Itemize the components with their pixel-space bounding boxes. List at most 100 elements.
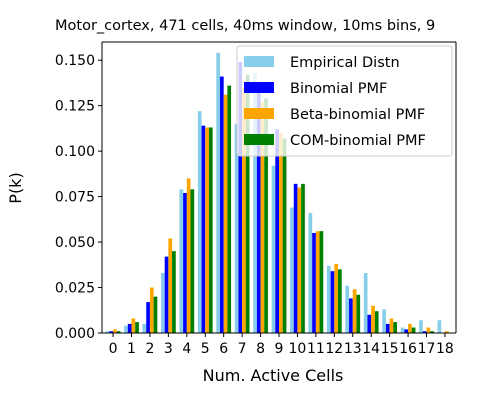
x-tick-label: 9 <box>275 341 284 357</box>
bar <box>260 102 265 334</box>
bar <box>127 323 132 333</box>
x-axis-label: Num. Active Cells <box>203 366 344 385</box>
series-binomial-pmf <box>109 62 427 333</box>
bar <box>220 76 224 333</box>
series-beta-binomial-pmf <box>113 87 449 334</box>
bar <box>308 212 313 333</box>
bar <box>253 72 257 334</box>
y-tick-label: 0.150 <box>55 53 95 69</box>
bar <box>201 125 206 333</box>
y-tick-label: 0.050 <box>55 235 95 251</box>
bar <box>186 178 191 333</box>
bar <box>164 256 169 333</box>
x-tick-label: 11 <box>307 341 325 357</box>
bar <box>382 309 386 333</box>
bar <box>334 263 338 333</box>
bar <box>113 329 117 333</box>
bar <box>385 323 390 333</box>
x-tick-label: 18 <box>436 341 454 357</box>
x-tick-label: 1 <box>127 341 136 357</box>
bar <box>197 111 202 333</box>
bar <box>256 91 261 333</box>
bar <box>400 327 405 333</box>
bar <box>297 187 302 333</box>
bar <box>315 231 320 333</box>
bar <box>149 287 154 333</box>
bar <box>227 85 232 334</box>
x-tick-label: 12 <box>325 341 343 357</box>
bar <box>271 165 276 333</box>
bar <box>319 231 324 333</box>
y-tick-label: 0.075 <box>55 190 95 206</box>
bar <box>135 322 139 333</box>
bar <box>238 62 243 333</box>
legend-label: Binomial PMF <box>290 81 387 97</box>
bar <box>205 127 209 333</box>
y-tick-label: 0.025 <box>55 281 95 297</box>
x-tick-label: 15 <box>381 341 399 357</box>
bar <box>430 331 434 333</box>
bar <box>426 327 431 333</box>
bar <box>279 132 283 333</box>
bar <box>330 271 335 333</box>
bar <box>367 314 372 333</box>
y-axis-label: P(k) <box>6 172 25 203</box>
legend-box <box>236 45 453 157</box>
bar <box>293 183 298 333</box>
y-tick-label: 0.000 <box>55 326 95 342</box>
bar <box>275 129 279 333</box>
bar <box>183 192 187 333</box>
bar <box>419 320 423 333</box>
bar <box>393 322 397 333</box>
bar <box>142 323 147 333</box>
bar <box>131 318 136 333</box>
bar <box>208 127 213 333</box>
bar <box>116 331 121 333</box>
x-tick-label: 17 <box>418 341 436 357</box>
bar <box>437 320 442 333</box>
bar <box>352 289 357 333</box>
x-tick-label: 10 <box>289 341 307 357</box>
series-empirical-distn <box>105 52 442 334</box>
bar <box>153 296 158 334</box>
x-tick-label: 4 <box>182 341 191 357</box>
legend: Empirical Distn Binomial PMF Beta-binomial… <box>236 45 453 157</box>
x-tick-label: 2 <box>145 341 154 357</box>
bar <box>301 183 305 333</box>
bar <box>172 251 176 333</box>
x-tick-label: 0 <box>109 341 118 357</box>
legend-swatch <box>244 56 274 67</box>
y-tick-label: 0.100 <box>55 144 95 160</box>
bar <box>389 318 394 333</box>
bar <box>411 327 416 333</box>
bar <box>264 98 268 333</box>
bar <box>374 311 379 333</box>
bar <box>338 269 342 333</box>
bar <box>216 52 220 333</box>
x-tick-label: 16 <box>399 341 417 357</box>
bar <box>326 265 331 333</box>
bar <box>124 325 128 333</box>
bar <box>223 94 228 334</box>
bar <box>109 331 114 333</box>
bar <box>371 305 375 333</box>
x-tick-label: 14 <box>362 341 380 357</box>
bar <box>363 272 368 333</box>
x-tick-label: 13 <box>344 341 362 357</box>
bar <box>312 232 316 333</box>
legend-label: Beta-binomial PMF <box>290 107 425 123</box>
legend-swatch <box>244 134 274 145</box>
bar <box>408 323 412 333</box>
bar <box>179 189 184 333</box>
bars-layer <box>105 52 449 334</box>
x-tick-label: 3 <box>164 341 173 357</box>
bar <box>146 302 150 333</box>
bar <box>356 294 361 333</box>
bar <box>282 138 287 333</box>
legend-swatch <box>244 82 274 93</box>
bar <box>234 123 239 333</box>
bar <box>422 331 427 333</box>
x-tick-label: 7 <box>238 341 247 357</box>
